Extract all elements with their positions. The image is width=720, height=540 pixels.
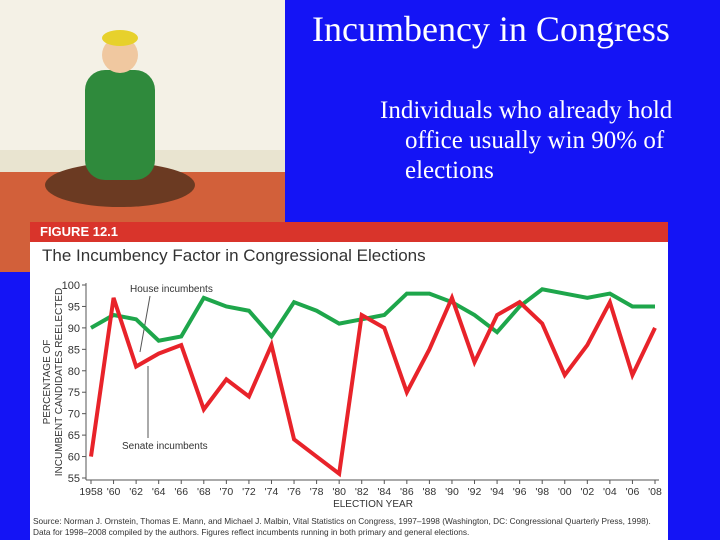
slide-bullet: Individuals who already hold office usua… — [380, 97, 673, 184]
x-tick-label: '96 — [513, 486, 527, 498]
x-tick-label: '88 — [423, 486, 437, 498]
y-axis-label: INCUMBENT CANDIDATES REELECTED — [54, 288, 65, 477]
y-tick-label: 80 — [68, 366, 80, 378]
x-tick-label: '64 — [152, 486, 166, 498]
y-tick-label: 75 — [68, 387, 80, 399]
y-tick-label: 85 — [68, 344, 80, 356]
x-tick-label: '66 — [174, 486, 188, 498]
y-tick-label: 90 — [68, 323, 80, 335]
slide-title: Incumbency in Congress — [312, 9, 670, 49]
annotation: House incumbents — [130, 284, 213, 295]
figure-header — [30, 222, 668, 242]
figure-panel — [30, 222, 668, 540]
series-line — [89, 292, 657, 478]
y-tick-label: 65 — [68, 430, 80, 442]
x-tick-label: '76 — [287, 486, 301, 498]
x-tick-label: '62 — [129, 486, 143, 498]
y-tick-label: 95 — [68, 301, 80, 313]
x-tick-label: '94 — [490, 486, 504, 498]
x-axis-label: ELECTION YEAR — [333, 499, 413, 510]
x-tick-label: '90 — [445, 486, 459, 498]
x-tick-label: '08 — [648, 486, 662, 498]
x-tick-label: '60 — [107, 486, 121, 498]
chart-title: The Incumbency Factor in Congressional E… — [42, 246, 426, 265]
x-tick-label: '86 — [400, 486, 414, 498]
x-tick-label: '70 — [220, 486, 234, 498]
x-tick-label: '98 — [535, 486, 549, 498]
source-note: Source: Norman J. Ornstein, Thomas E. Ma… — [33, 516, 651, 526]
y-axis-label: PERCENTAGE OF — [42, 340, 53, 425]
y-tick-label: 60 — [68, 452, 80, 464]
y-tick-label: 70 — [68, 409, 80, 421]
x-tick-label: '80 — [332, 486, 346, 498]
source-note: Data for 1998–2008 compiled by the autho… — [33, 527, 469, 537]
x-tick-label: '84 — [377, 486, 391, 498]
x-tick-label: '02 — [580, 486, 594, 498]
x-tick-label: '74 — [265, 486, 279, 498]
series-line — [90, 287, 655, 343]
x-tick-label: '78 — [310, 486, 324, 498]
x-tick-label: '72 — [242, 486, 256, 498]
y-tick-label: 100 — [62, 280, 80, 292]
annotation: Senate incumbents — [122, 441, 208, 452]
x-tick-label: '04 — [603, 486, 617, 498]
y-tick-label: 55 — [68, 473, 80, 485]
x-tick-label: '06 — [626, 486, 640, 498]
x-tick-label: 1958 — [79, 486, 103, 498]
x-tick-label: '00 — [558, 486, 572, 498]
annotation-arrow — [139, 295, 151, 353]
x-tick-label: '82 — [355, 486, 369, 498]
figure-label: FIGURE 12.1 — [40, 224, 118, 239]
x-tick-label: '68 — [197, 486, 211, 498]
x-tick-label: '92 — [468, 486, 482, 498]
